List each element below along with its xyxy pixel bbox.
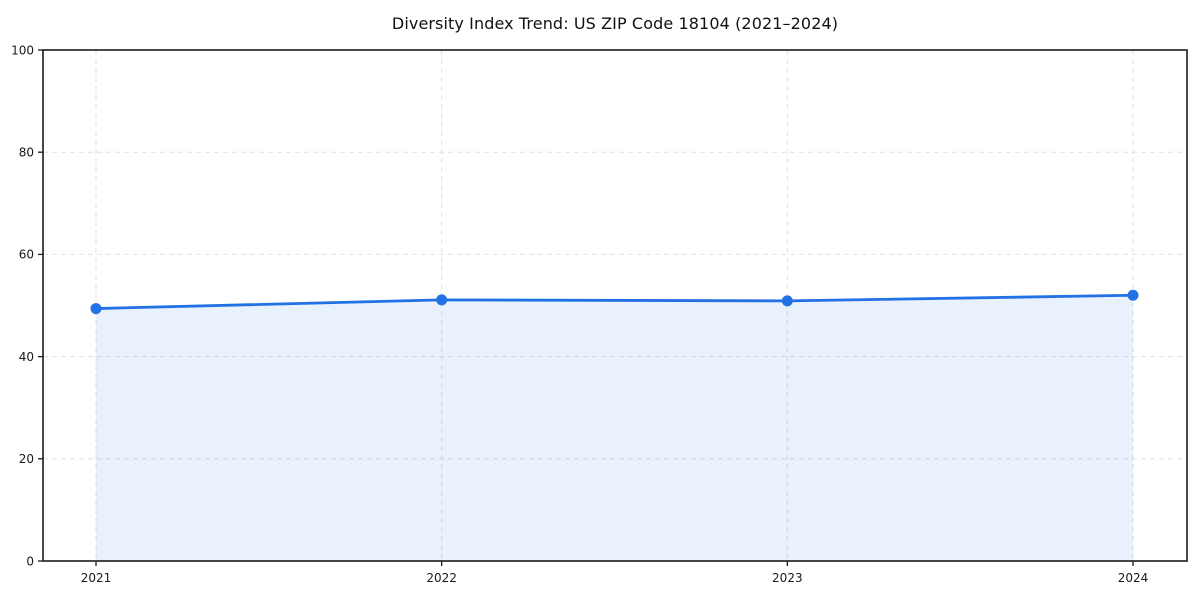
chart-title: Diversity Index Trend: US ZIP Code 18104… xyxy=(391,14,839,33)
data-point-marker xyxy=(781,295,793,307)
y-tick-label: 80 xyxy=(19,146,34,160)
x-tick-label: 2023 xyxy=(772,571,803,585)
x-tick-label: 2021 xyxy=(81,571,112,585)
plot-border xyxy=(42,49,1188,562)
data-point-marker xyxy=(1127,289,1139,301)
y-tick-label: 40 xyxy=(19,350,34,364)
y-tick-label: 20 xyxy=(19,452,34,466)
series-line xyxy=(94,293,1135,310)
x-tick-label: 2024 xyxy=(1118,571,1149,585)
data-point-marker xyxy=(90,303,102,315)
data-point-marker xyxy=(436,294,448,306)
y-tick-label: 60 xyxy=(19,248,34,262)
area-fill xyxy=(96,295,1133,561)
x-tick-label: 2022 xyxy=(426,571,457,585)
y-tick-label: 100 xyxy=(11,43,34,57)
y-tick-label: 0 xyxy=(26,554,34,568)
